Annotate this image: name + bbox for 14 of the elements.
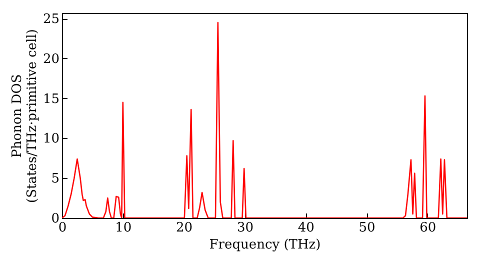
- line-series: [62, 22, 467, 218]
- y-tick-label: 20: [42, 52, 60, 67]
- x-tick-label: 40: [298, 220, 314, 236]
- y-tick-label: 10: [42, 132, 60, 147]
- y-tick-label: 5: [51, 172, 60, 187]
- x-tick-label: 30: [236, 220, 254, 236]
- y-tick-label: 15: [42, 92, 60, 107]
- y-tick-label: 25: [42, 12, 60, 28]
- x-tick-label: 60: [420, 220, 436, 236]
- x-tick-label: 20: [176, 220, 193, 236]
- y-axis-title: Phonon DOS (States/THz·primitive cell): [10, 28, 40, 204]
- x-tick-label: 10: [115, 220, 132, 236]
- x-axis-title: Frequency (THz): [209, 238, 321, 252]
- x-tick-label: 50: [358, 220, 376, 236]
